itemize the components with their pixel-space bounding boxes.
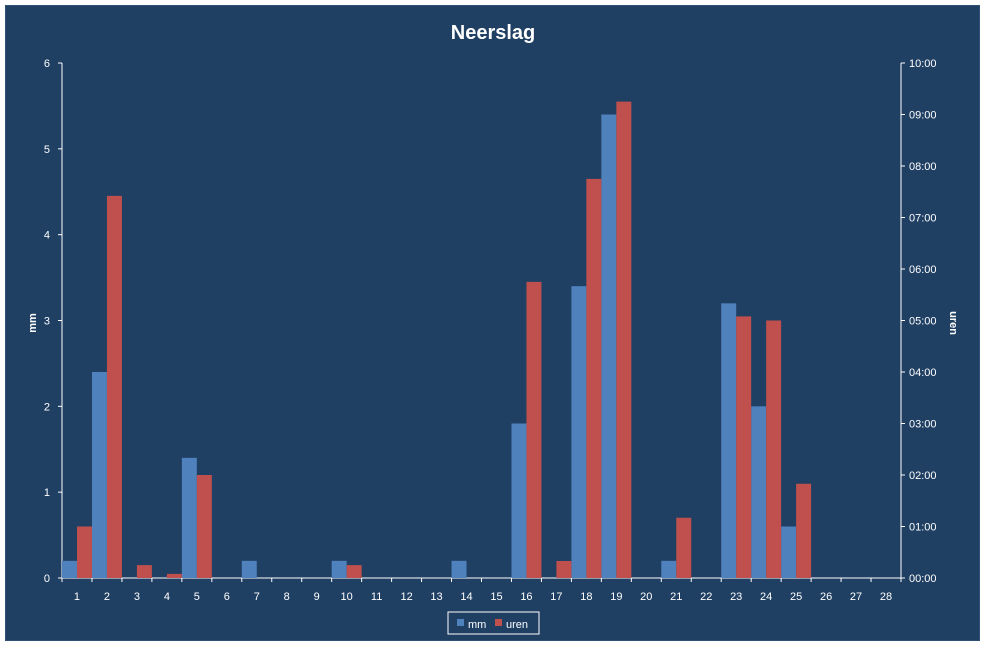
bar-uren — [586, 178, 602, 578]
y2-tick-label: 09:00 — [909, 110, 937, 122]
x-tick-label: 9 — [314, 591, 320, 603]
x-tick-label: 17 — [550, 591, 562, 603]
y2-tick-label: 01:00 — [909, 522, 937, 534]
legend: mm uren — [447, 611, 540, 635]
bar-mm — [721, 303, 737, 578]
bar-mm — [241, 560, 257, 578]
y2-tick-label: 07:00 — [909, 213, 937, 225]
x-tick-label: 1 — [74, 591, 80, 603]
y2-axis-title: uren — [947, 311, 959, 335]
y2-tick-label: 04:00 — [909, 367, 937, 379]
x-tick-label: 27 — [850, 591, 862, 603]
y2-tick-label: 00:00 — [909, 573, 937, 585]
y2-tick-label: 03:00 — [909, 419, 937, 431]
y-tick-label: 2 — [44, 401, 50, 413]
bar-mm — [511, 423, 527, 578]
bar-mm — [451, 560, 467, 578]
x-tick-label: 18 — [580, 591, 592, 603]
y-tick-label: 3 — [44, 316, 50, 328]
bar-chart: Neerslag mm uren 012345600:0001:0002:000… — [27, 22, 959, 635]
y-tick-label: 4 — [44, 230, 50, 242]
bar-mm — [601, 114, 617, 578]
bar-uren — [196, 475, 212, 578]
x-tick-label: 4 — [164, 591, 170, 603]
x-tick-label: 23 — [730, 591, 742, 603]
x-tick-label: 10 — [341, 591, 353, 603]
x-tick-label: 26 — [820, 591, 832, 603]
bar-uren — [346, 565, 362, 578]
x-tick-label: 11 — [371, 591, 382, 603]
bar-mm — [62, 560, 77, 578]
bar-mm — [661, 560, 677, 578]
x-tick-label: 19 — [610, 591, 622, 603]
y2-tick-label: 02:00 — [909, 470, 937, 482]
bar-uren — [766, 320, 782, 578]
bar-uren — [676, 517, 692, 578]
y2-tick-label: 05:00 — [909, 316, 937, 328]
x-tick-label: 16 — [520, 591, 532, 603]
x-tick-label: 28 — [880, 591, 892, 603]
bar-mm — [181, 457, 197, 578]
x-tick-label: 24 — [760, 591, 772, 603]
y-axis-title: mm — [27, 313, 39, 333]
x-tick-label: 12 — [400, 591, 412, 603]
y2-tick-label: 06:00 — [909, 264, 937, 276]
y-tick-label: 0 — [44, 573, 50, 585]
bar-mm — [571, 286, 587, 578]
bar-uren — [556, 561, 572, 578]
x-tick-label: 6 — [224, 591, 230, 603]
bar-mm — [781, 526, 797, 578]
x-tick-label: 7 — [254, 591, 260, 603]
bar-uren — [136, 565, 152, 578]
x-tick-label: 21 — [670, 591, 682, 603]
chart-area: Neerslag mm uren 0 1 2 3 4 5 6 00:00 01:00 02:00 0… — [5, 5, 980, 641]
legend-label-mm: mm — [468, 619, 486, 631]
legend-box — [447, 611, 540, 635]
bar-mm — [331, 560, 347, 578]
legend-label-uren: uren — [506, 619, 528, 631]
legend-swatch-uren — [495, 619, 502, 626]
bar-uren — [616, 101, 632, 578]
y2-tick-label: 08:00 — [909, 161, 937, 173]
chart-title: Neerslag — [451, 22, 536, 44]
x-tick-label: 14 — [460, 591, 472, 603]
bar-mm — [91, 372, 107, 578]
bar-uren — [796, 483, 812, 578]
x-tick-label: 25 — [790, 591, 802, 603]
x-tick-label: 20 — [640, 591, 652, 603]
y-tick-label: 6 — [44, 58, 50, 70]
legend-swatch-mm — [457, 619, 464, 626]
x-tick-label: 22 — [700, 591, 712, 603]
x-tick-label: 13 — [430, 591, 442, 603]
bar-uren — [76, 526, 92, 578]
x-tick-label: 5 — [194, 591, 200, 603]
bar-mm — [751, 406, 767, 578]
x-tick-label: 3 — [134, 591, 140, 603]
bar-uren — [106, 195, 122, 578]
y-tick-label: 5 — [44, 144, 50, 156]
y-tick-label: 1 — [44, 487, 50, 499]
bar-uren — [736, 316, 752, 578]
plot-area: 012345600:0001:0002:0003:0004:0005:0006:… — [44, 58, 937, 603]
x-tick-label: 8 — [284, 591, 290, 603]
bar-uren — [166, 573, 182, 578]
y2-tick-label: 10:00 — [909, 58, 937, 70]
x-tick-label: 15 — [490, 591, 502, 603]
x-tick-label: 2 — [104, 591, 110, 603]
bar-uren — [526, 281, 542, 578]
